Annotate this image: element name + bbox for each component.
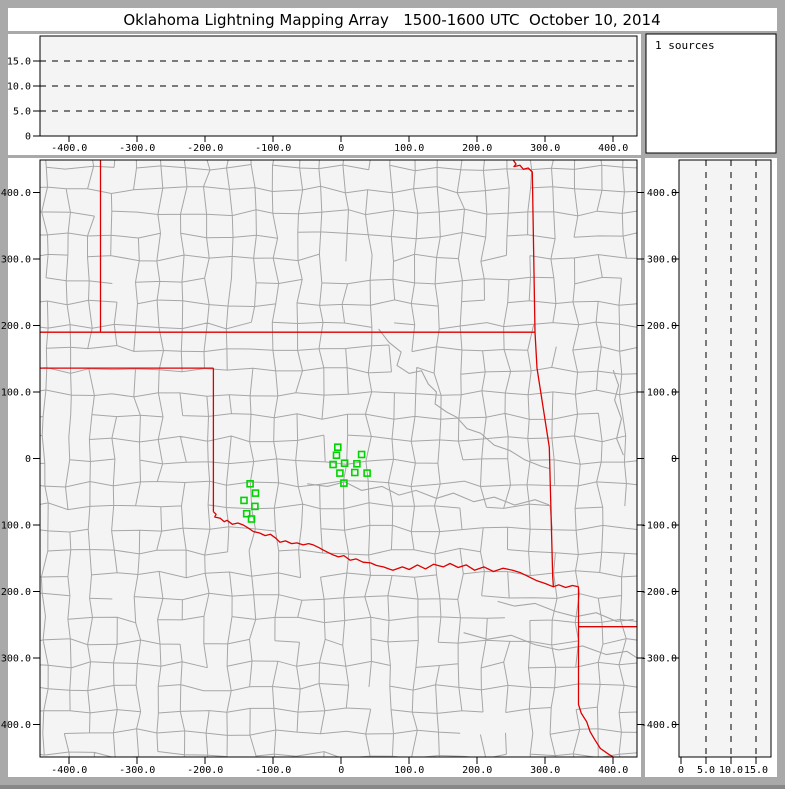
x-tick-label: 5.0 — [697, 765, 715, 776]
altitude-ns-panel: 400.0 300.0 200.0 100.0 0 -100.0 -200.0 -300.0 -… — [641, 158, 777, 777]
x-tick-label: -400.0 — [51, 143, 87, 154]
x-tick-label: 200.0 — [462, 765, 492, 776]
state-border-line — [512, 160, 555, 587]
x-tick-label: -300.0 — [119, 143, 155, 154]
x-tick-label: -200.0 — [187, 765, 223, 776]
altitude-ew-panel: 15.0 10.0 5.0 0 -400.0 -300.0 -200.0 -100.0 0 100… — [7, 34, 641, 155]
station-marker — [353, 459, 361, 468]
station-marker — [246, 479, 254, 488]
y-tick-label: 400.0 — [1, 188, 31, 199]
x-tick-label: 0 — [338, 143, 344, 154]
station-marker — [357, 450, 366, 459]
x-tick-label: 100.0 — [394, 765, 424, 776]
y-tick-label: 15.0 — [7, 57, 31, 68]
y-tick-label: 0 — [25, 132, 31, 143]
river-line — [612, 369, 624, 456]
y-tick-label: -100.0 — [0, 520, 31, 531]
page-title: Oklahoma Lightning Mapping Array 1500-16… — [123, 11, 660, 29]
y-tick-label: -200.0 — [641, 587, 677, 598]
y-tick-label: -400.0 — [0, 720, 31, 731]
river-line — [378, 328, 550, 470]
y-tick-label: 100.0 — [647, 388, 677, 399]
x-tick-label: 0 — [678, 765, 684, 776]
station-marker — [247, 515, 256, 523]
station-marker — [242, 509, 251, 518]
state-border-line — [212, 511, 579, 589]
station-marker — [340, 459, 349, 468]
y-tick-label: 300.0 — [647, 255, 677, 266]
x-tick-label: -400.0 — [51, 765, 87, 776]
y-tick-label: 100.0 — [1, 388, 31, 399]
x-tick-label: -100.0 — [255, 765, 291, 776]
sources-count: 1 sources — [655, 39, 715, 52]
x-tick-label: 10.0 — [719, 765, 743, 776]
y-tick-label: -400.0 — [641, 720, 677, 731]
state-border-line — [577, 586, 614, 757]
station-marker — [251, 502, 259, 511]
sources-count-panel: 1 sources — [645, 33, 777, 154]
y-tick-label: -100.0 — [641, 520, 677, 531]
x-tick-label: 15.0 — [744, 765, 768, 776]
y-tick-label: 400.0 — [647, 188, 677, 199]
y-tick-label: 5.0 — [13, 107, 31, 118]
x-tick-label: -100.0 — [255, 143, 291, 154]
station-marker — [336, 469, 344, 477]
altitude-ns-plot[interactable] — [678, 159, 772, 758]
station-marker — [332, 451, 341, 460]
county-grid — [40, 160, 637, 757]
station-marker — [350, 468, 359, 477]
y-tick-label: -200.0 — [0, 587, 31, 598]
x-tick-label: 400.0 — [598, 765, 628, 776]
y-tick-label: 0 — [25, 454, 31, 465]
plan-view-panel: 400.0 300.0 200.0 100.0 0 -100.0 -200.0 -300.0 -… — [0, 158, 644, 777]
y-tick-label: -300.0 — [641, 653, 677, 664]
x-tick-label: -300.0 — [119, 765, 155, 776]
x-tick-label: 300.0 — [530, 765, 560, 776]
river-line — [463, 632, 637, 659]
y-tick-label: 200.0 — [1, 321, 31, 332]
y-tick-label: 300.0 — [1, 255, 31, 266]
station-marker — [333, 443, 342, 452]
title-bar-bg — [8, 8, 777, 31]
station-marker — [240, 496, 248, 505]
x-tick-label: -200.0 — [187, 143, 223, 154]
y-tick-label: -300.0 — [0, 653, 31, 664]
title-bar: Oklahoma Lightning Mapping Array 1500-16… — [8, 8, 777, 31]
station-marker — [363, 469, 371, 477]
y-tick-label: 200.0 — [647, 321, 677, 332]
x-tick-label: 300.0 — [530, 143, 560, 154]
x-tick-label: 0 — [338, 765, 344, 776]
y-tick-label: 0 — [671, 454, 677, 465]
sources-count-bg — [645, 33, 777, 154]
x-tick-label: 200.0 — [462, 143, 492, 154]
station-marker — [329, 460, 337, 469]
y-tick-label: 10.0 — [7, 82, 31, 93]
x-tick-label: 400.0 — [598, 143, 628, 154]
river-line — [497, 600, 634, 622]
x-tick-label: 100.0 — [394, 143, 424, 154]
station-marker — [340, 479, 348, 487]
station-marker — [251, 489, 260, 497]
